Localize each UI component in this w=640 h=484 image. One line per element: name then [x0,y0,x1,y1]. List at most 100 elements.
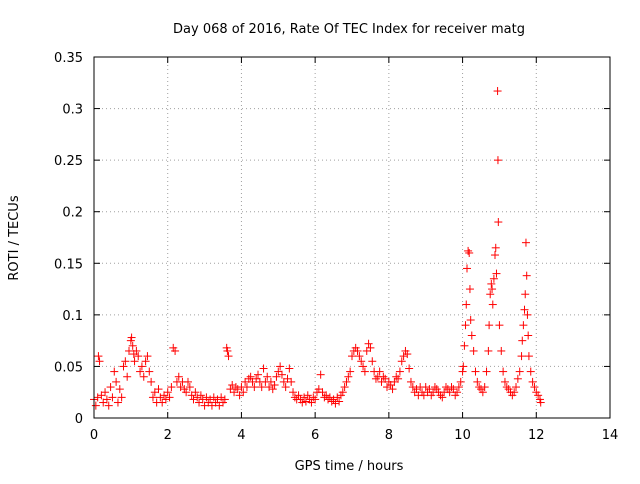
data-point [104,401,113,410]
data-point [156,393,165,402]
data-point [145,367,154,376]
data-point [259,364,268,373]
data-point [174,372,183,381]
data-point [517,352,526,361]
data-point [408,383,417,392]
y-tick-label: 0.3 [62,103,83,118]
data-point [512,383,521,392]
data-point [523,310,532,319]
data-point [360,367,369,376]
data-point [113,398,122,407]
data-point [344,372,353,381]
data-point [471,367,480,376]
data-point [95,357,104,366]
data-point [492,269,501,278]
data-point [340,383,349,392]
data-point [534,391,543,400]
data-point [233,385,242,394]
grid-layer [94,57,610,418]
data-point [121,357,130,366]
data-point [510,388,519,397]
data-point [497,346,506,355]
data-point [268,385,277,394]
data-point [467,331,476,340]
data-point [482,367,491,376]
data-point [329,395,338,404]
data-point [359,362,368,371]
data-point [285,364,294,373]
data-point [139,372,148,381]
data-point [379,372,388,381]
data-point [301,397,310,406]
data-point [438,393,447,402]
data-point [134,352,143,361]
data-point [183,377,192,386]
data-point [276,362,285,371]
plot-frame [93,56,611,419]
data-point [106,383,115,392]
data-point [364,339,373,348]
data-point [403,350,412,359]
data-point [289,388,298,397]
data-point [375,367,384,376]
data-point [524,352,533,361]
y-tick-label: 0.05 [54,360,83,375]
data-point [265,383,274,392]
data-point [383,383,392,392]
data-point [224,352,233,361]
data-point [462,264,471,273]
data-point [371,374,380,383]
data-point [487,279,496,288]
data-point [368,357,377,366]
data-point [300,393,309,402]
data-point [325,393,334,402]
data-point [405,364,414,373]
data-point [130,357,139,366]
data-point [357,357,366,366]
data-point [342,377,351,386]
data-point [91,401,100,410]
data-point [254,370,263,379]
x-tick-label: 0 [90,428,98,443]
data-point [484,346,493,355]
data-point [270,380,279,389]
data-point [399,352,408,361]
data-point [277,370,286,379]
data-point [528,377,537,386]
y-tick-label: 0.35 [54,51,83,66]
data-point [462,300,471,309]
data-point [316,370,325,379]
data-point [519,321,528,330]
data-point [491,251,500,260]
data-point [520,305,529,314]
data-point [480,383,489,392]
data-point [524,331,533,340]
data-point [488,300,497,309]
data-point [132,346,141,355]
data-point [281,383,290,392]
data-point [513,374,522,383]
data-point [488,285,497,294]
data-point [228,380,237,389]
data-point [526,367,535,376]
data-point [521,238,530,247]
data-point [127,333,136,342]
data-point [115,385,124,394]
data-point [298,398,307,407]
data-point [213,395,222,404]
data-point [189,395,198,404]
data-point [101,388,110,397]
data-point [223,346,232,355]
data-point [500,377,509,386]
data-point [287,377,296,386]
x-axis: 0 2 4 6 8 10 12 14 [90,57,618,443]
data-point [491,243,500,252]
y-tick-label: 0 [75,412,83,427]
data-point [493,87,502,96]
data-point [430,383,439,392]
data-point [198,395,207,404]
data-point [311,395,320,404]
data-point [515,367,524,376]
data-point [335,397,344,406]
